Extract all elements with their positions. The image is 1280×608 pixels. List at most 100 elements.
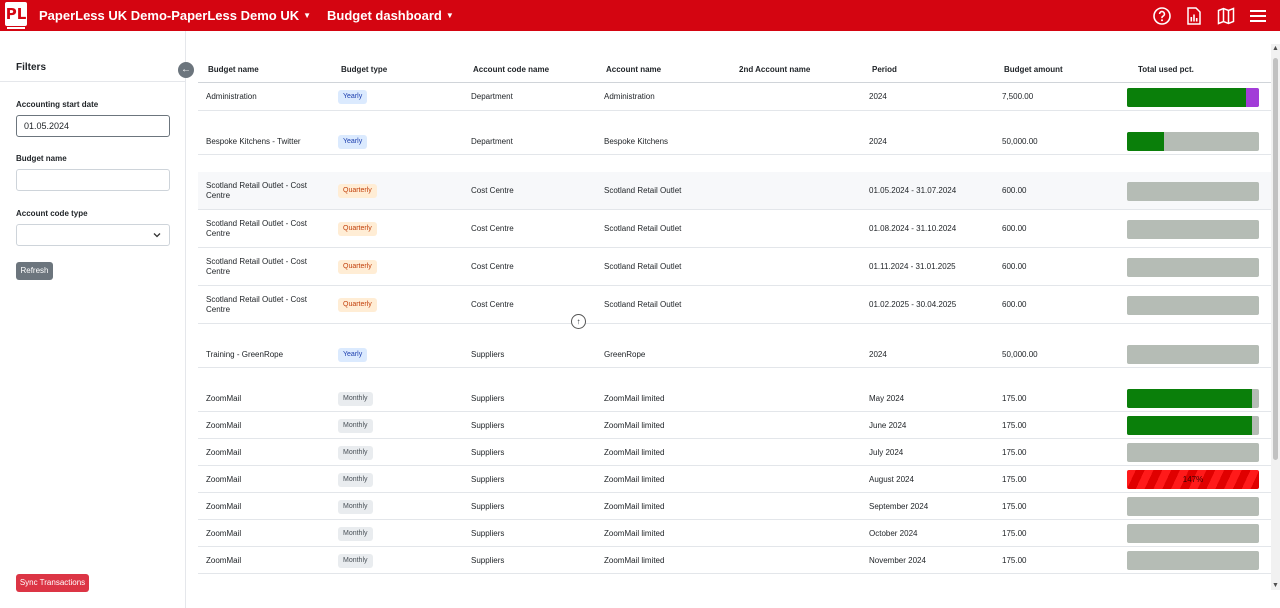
table-header: Budget name Budget type Account code nam…: [198, 58, 1272, 83]
table-row[interactable]: Scotland Retail Outlet - Cost Centre Quar…: [198, 248, 1272, 286]
cell-budget-name: Administration: [206, 92, 257, 101]
col-second-account-name[interactable]: 2nd Account name: [739, 65, 811, 74]
cell-period: September 2024: [869, 501, 929, 511]
cell-budget-amount: 175.00: [1002, 474, 1027, 484]
scroll-to-top-button[interactable]: ↑: [571, 314, 586, 329]
cell-budget-name: Training - GreenRope: [206, 349, 284, 359]
cell-budget-name: Scotland Retail Outlet - Cost Centre: [206, 257, 307, 276]
table-row[interactable]: ZoomMail Monthly Suppliers ZoomMail limited…: [198, 493, 1272, 520]
usage-progress-bar: [1127, 416, 1259, 435]
cell-budget-amount: 600.00: [1002, 186, 1027, 195]
cell-budget-amount: 50,000.00: [1002, 136, 1038, 146]
budget-name-input[interactable]: [16, 169, 170, 191]
table-row[interactable]: Training - GreenRope Yearly Suppliers Green…: [198, 341, 1272, 368]
filters-sidebar: Filters ← Accounting start date 01.05.20…: [0, 31, 194, 608]
cell-account-code-name: Cost Centre: [471, 262, 514, 271]
cell-account-code-name: Suppliers: [471, 501, 505, 511]
cell-account-name: Scotland Retail Outlet: [604, 262, 682, 271]
budget-type-badge: Monthly: [338, 553, 373, 568]
usage-fill: [1127, 87, 1254, 107]
cell-budget-amount: 7,500.00: [1002, 92, 1034, 101]
usage-progress-bar: [1127, 295, 1259, 315]
sync-transactions-button[interactable]: Sync Transactions: [16, 574, 89, 592]
paperless-logo[interactable]: PL: [5, 1, 29, 30]
cell-budget-amount: 175.00: [1002, 555, 1027, 565]
usage-progress-bar: 147%: [1127, 470, 1259, 489]
table-row[interactable]: Scotland Retail Outlet - Cost Centre Quar…: [198, 210, 1272, 248]
budget-type-badge: Quarterly: [338, 260, 377, 274]
cell-budget-amount: 600.00: [1002, 300, 1027, 309]
col-budget-amount[interactable]: Budget amount: [1004, 65, 1063, 74]
budget-type-badge: Yearly: [338, 347, 368, 362]
org-menu-dropdown[interactable]: PaperLess UK Demo-PaperLess Demo UK ▼: [39, 8, 311, 23]
page-menu-label: Budget dashboard: [327, 8, 442, 23]
usage-progress-bar: [1127, 497, 1259, 516]
cell-budget-name: ZoomMail: [206, 447, 242, 457]
cell-period: 01.11.2024 - 31.01.2025: [869, 262, 956, 271]
usage-fill: [1127, 416, 1253, 435]
table-row[interactable]: Scotland Retail Outlet - Cost Centre Quar…: [198, 172, 1272, 210]
budget-name-label: Budget name: [16, 154, 67, 163]
account-code-type-label: Account code type: [16, 209, 88, 218]
cell-account-name: ZoomMail limited: [604, 501, 665, 511]
col-account-name[interactable]: Account name: [606, 65, 662, 74]
col-total-used-pct[interactable]: Total used pct.: [1138, 65, 1194, 74]
help-icon[interactable]: [1152, 6, 1172, 26]
table-row[interactable]: ZoomMail Monthly Suppliers ZoomMail limited…: [198, 547, 1272, 574]
cell-account-name: ZoomMail limited: [604, 393, 665, 403]
vertical-scrollbar[interactable]: ▲ ▼: [1271, 44, 1280, 590]
table-row[interactable]: Bespoke Kitchens - Twitter Yearly Departme…: [198, 128, 1272, 155]
table-row[interactable]: Scotland Retail Outlet - Cost Centre Quar…: [198, 286, 1272, 324]
accounting-start-date-label: Accounting start date: [16, 100, 99, 109]
usage-progress-bar: [1127, 524, 1259, 543]
usage-fill: [1127, 389, 1253, 408]
cell-period: 01.02.2025 - 30.04.2025: [869, 300, 957, 309]
usage-progress-bar: [1127, 87, 1259, 107]
cell-account-name: ZoomMail limited: [604, 474, 665, 484]
cell-period: 2024: [869, 136, 887, 146]
cell-budget-name: ZoomMail: [206, 420, 242, 430]
scrollbar-thumb[interactable]: [1273, 58, 1278, 460]
cell-account-code-name: Suppliers: [471, 555, 505, 565]
col-period[interactable]: Period: [872, 65, 897, 74]
scroll-up-arrow-icon[interactable]: ▲: [1272, 45, 1279, 52]
cell-period: 2024: [869, 349, 887, 359]
cell-account-code-name: Department: [471, 136, 513, 146]
cell-account-code-name: Cost Centre: [471, 186, 514, 195]
accounting-start-date-input[interactable]: 01.05.2024: [16, 115, 170, 137]
col-budget-type[interactable]: Budget type: [341, 65, 388, 74]
map-icon[interactable]: [1216, 6, 1236, 26]
filters-title: Filters: [16, 62, 47, 73]
cell-period: October 2024: [869, 528, 918, 538]
caret-down-icon: ▼: [303, 11, 312, 20]
cell-account-name: Scotland Retail Outlet: [604, 224, 682, 233]
budget-type-badge: Quarterly: [338, 184, 377, 198]
account-code-type-select[interactable]: [16, 224, 170, 246]
report-icon[interactable]: [1184, 6, 1204, 26]
hamburger-menu-icon[interactable]: [1248, 6, 1268, 26]
col-budget-name[interactable]: Budget name: [208, 65, 259, 74]
cell-account-code-name: Suppliers: [471, 528, 505, 538]
table-row[interactable]: ZoomMail Monthly Suppliers ZoomMail limited…: [198, 466, 1272, 493]
cell-account-code-name: Suppliers: [471, 420, 505, 430]
cell-account-name: GreenRope: [604, 349, 646, 359]
table-row[interactable]: ZoomMail Monthly Suppliers ZoomMail limited…: [198, 412, 1272, 439]
cell-account-name: ZoomMail limited: [604, 420, 665, 430]
table-row[interactable]: ZoomMail Monthly Suppliers ZoomMail limited…: [198, 520, 1272, 547]
table-row[interactable]: ZoomMail Monthly Suppliers ZoomMail limited…: [198, 439, 1272, 466]
cell-period: 01.05.2024 - 31.07.2024: [869, 186, 957, 195]
refresh-button[interactable]: Refresh: [16, 262, 53, 280]
collapse-sidebar-button[interactable]: ←: [178, 62, 194, 78]
col-account-code-name[interactable]: Account code name: [473, 65, 550, 74]
cell-budget-amount: 175.00: [1002, 393, 1027, 403]
usage-progress-bar: [1127, 345, 1259, 364]
cell-budget-amount: 50,000.00: [1002, 349, 1038, 359]
scroll-down-arrow-icon[interactable]: ▼: [1272, 582, 1279, 589]
table-row[interactable]: Administration Yearly Department Administra…: [198, 83, 1272, 111]
budget-type-badge: Monthly: [338, 526, 373, 541]
page-menu-dropdown[interactable]: Budget dashboard ▼: [327, 8, 454, 23]
cell-budget-amount: 175.00: [1002, 501, 1027, 511]
cell-account-code-name: Department: [471, 92, 513, 101]
cell-period: May 2024: [869, 393, 905, 403]
table-row[interactable]: ZoomMail Monthly Suppliers ZoomMail limited…: [198, 385, 1272, 412]
